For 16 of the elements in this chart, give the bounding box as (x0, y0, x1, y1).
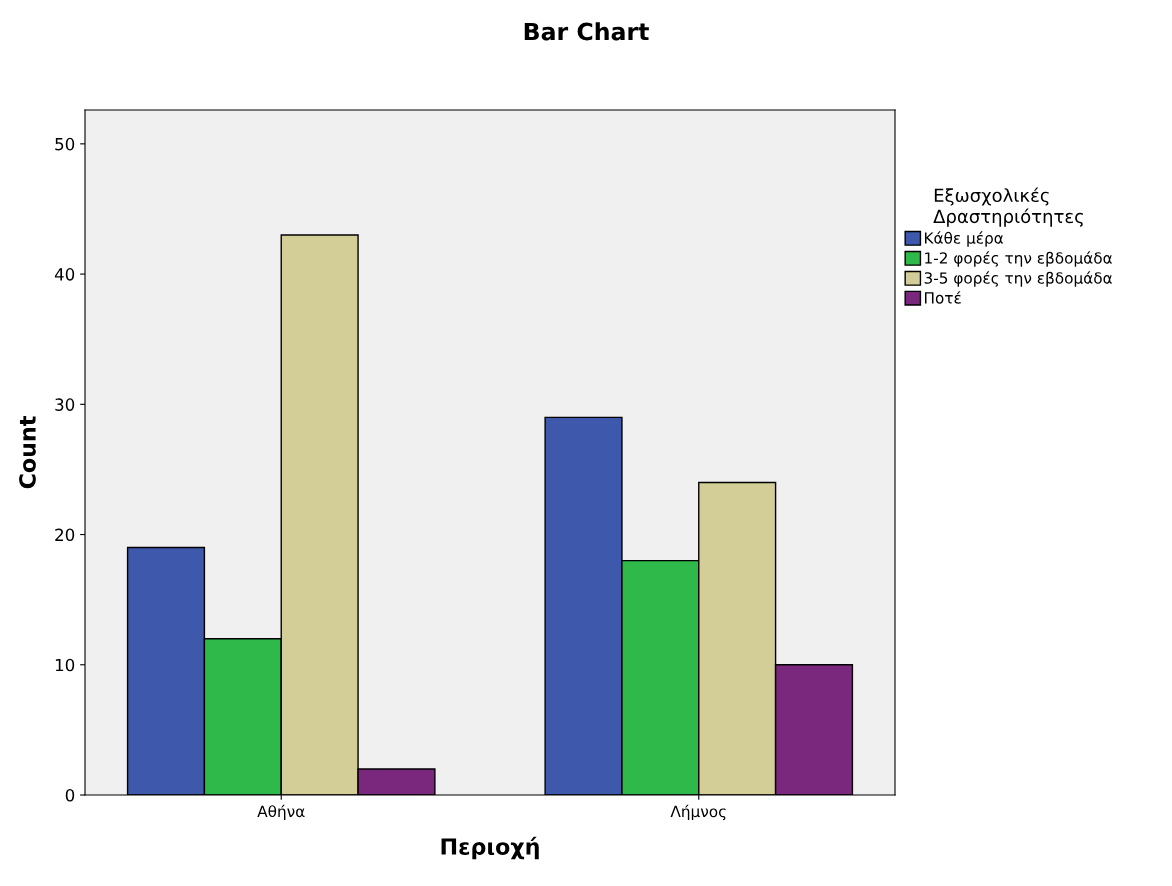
x-tick-label: Αθήνα (257, 804, 305, 821)
chart-title: Bar Chart (524, 22, 649, 41)
y-tick-label: 20 (55, 528, 75, 542)
y-tick-label: 50 (55, 137, 75, 151)
x-tick-label: Λήμνος (670, 804, 726, 821)
y-tick-label: 0 (65, 788, 75, 802)
legend-label: Ποτέ (924, 291, 961, 304)
y-axis-title: Count (19, 416, 36, 489)
x-axis-title: Περιοχή (441, 836, 539, 860)
legend-title: Εξωσχολικές Δραστηριότητες (933, 187, 1083, 227)
y-tick-label: 30 (55, 398, 75, 411)
legend-label: Κάθε μέρα (924, 231, 1004, 247)
y-tick-label: 40 (54, 268, 75, 281)
y-tick-label: 10 (55, 658, 75, 672)
legend-label: 1-2 φορές την εβδομάδα (925, 251, 1112, 267)
legend-label: 3-5 φορές την εβδομάδα (924, 271, 1112, 287)
